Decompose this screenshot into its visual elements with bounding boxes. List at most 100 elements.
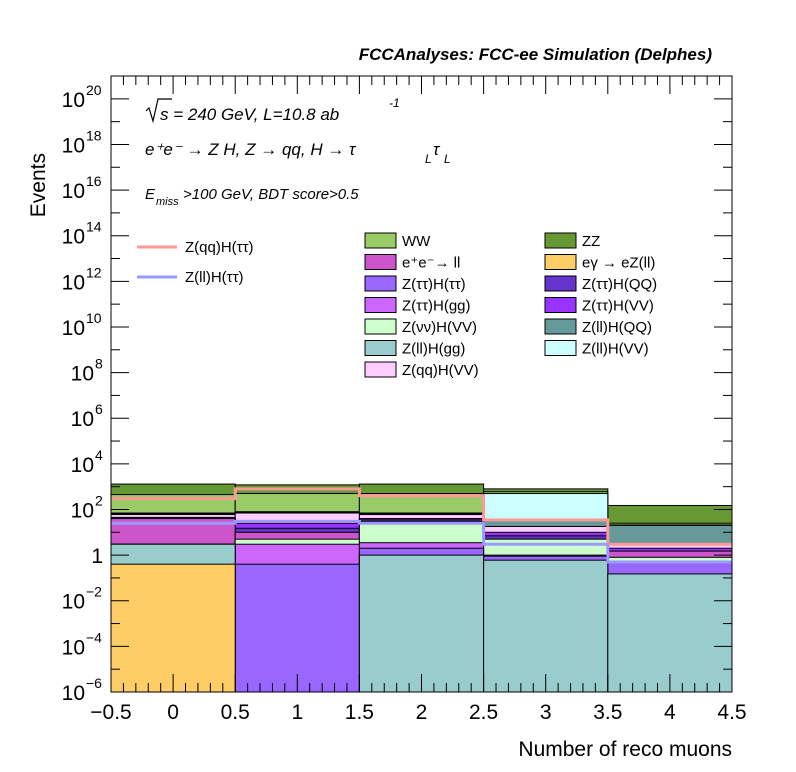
legend-label: Z(ττ)H(gg) <box>402 298 471 315</box>
legend-label: Z(ττ)H(ττ) <box>402 276 466 293</box>
legend-fill-swatch <box>544 232 577 249</box>
y-tick-label: 10 20 <box>62 82 102 112</box>
legend-fill-swatch <box>544 254 577 270</box>
y-tick-base: 10 <box>62 89 85 112</box>
y-tick-base: 10 <box>71 499 94 522</box>
x-tick-label: 1 <box>291 701 303 724</box>
y-tick-label: 1 <box>91 545 103 568</box>
y-tick-label: 10 16 <box>62 173 102 203</box>
x-tick-label: 1.5 <box>345 701 374 724</box>
x-tick-label: 0 <box>167 701 179 724</box>
y-tick-exponent: 2 <box>95 492 103 508</box>
bar-e-ez-ll-bin-0 <box>110 563 236 693</box>
x-tick-label: 3.5 <box>593 701 622 724</box>
y-tick-exponent: 10 <box>86 310 102 326</box>
y-tick-label: 10 −6 <box>62 675 103 705</box>
legend-label: Z(qq)H(VV) <box>402 362 479 379</box>
x-tick-label: 2 <box>416 701 428 724</box>
legend-label: Z(ττ)H(QQ) <box>582 276 657 293</box>
y-tick-exponent: 16 <box>86 173 102 189</box>
y-tick-base: 10 <box>62 682 85 705</box>
bar-z-ll-h-gg-bin-2 <box>358 554 485 693</box>
y-tick-label: 10 8 <box>71 356 103 386</box>
y-tick-base: 10 <box>62 271 85 294</box>
legend-fill-swatch <box>544 318 577 335</box>
x-tick-label: −0.5 <box>90 701 131 724</box>
x-tick-label: 0.5 <box>221 701 250 724</box>
legend-entry-e-ez-ll: eγ → eZ(ll) <box>544 254 655 272</box>
legend-label: eγ → eZ(ll) <box>582 255 655 272</box>
x-tick-label: 3 <box>540 701 552 724</box>
x-tick-label: 4 <box>664 701 676 724</box>
cut-emiss-symbol: E <box>145 186 156 203</box>
y-tick-base: 10 <box>71 408 94 431</box>
y-tick-base: 10 <box>62 180 85 203</box>
annotation-block: s = 240 GeV, L=10.8 ab -1 e⁺e⁻ → Z H, Z … <box>145 96 451 208</box>
process-text: e⁺e⁻ → Z H, Z → qq, H → τ <box>145 140 357 159</box>
y-tick-exponent: 12 <box>86 264 102 280</box>
process-line: e⁺e⁻ → Z H, Z → qq, H → τ L τ L <box>145 140 451 166</box>
line-z-ll-h <box>111 519 732 564</box>
legend-fill-swatch <box>364 232 397 249</box>
chart-title: FCCAnalyses: FCC-ee Simulation (Delphes) <box>359 45 713 64</box>
cut-emiss-subscript: miss <box>156 196 179 208</box>
y-tick-base: 1 <box>91 545 103 568</box>
y-tick-exponent: −4 <box>86 629 102 645</box>
process-tau2-subscript: L <box>444 152 451 166</box>
legend-fill-swatch <box>364 340 397 356</box>
legend-label: e⁺e⁻→ ll <box>402 255 460 272</box>
y-tick-exponent: 18 <box>86 127 102 143</box>
y-axis-label: Events <box>27 153 50 217</box>
bar-z-ll-h-gg-bin-4 <box>607 573 733 693</box>
legend-entry-z-qq-h: Z(qq)H(ττ) <box>137 239 254 256</box>
legend-label: Z(ττ)H(VV) <box>582 298 654 315</box>
legend-entry-z-ll-h-gg: Z(ll)H(gg) <box>364 340 465 358</box>
sqrt-icon <box>145 98 172 124</box>
legend-fill-swatch <box>544 297 577 313</box>
legend-fill-swatch <box>364 361 397 378</box>
y-tick-base: 10 <box>62 636 85 659</box>
cut-line: E miss >100 GeV, BDT score>0.5 <box>145 186 359 208</box>
bar-z-h-bin-1 <box>234 563 360 693</box>
bar-z-ll-h-gg-bin-3 <box>483 559 609 693</box>
y-tick-base: 10 <box>62 226 85 249</box>
legend-entry-z-h-gg: Z(ττ)H(gg) <box>364 297 471 315</box>
legend: Z(qq)H(ττ) Z(ll)H(ττ) WW ZZ e⁺e⁻→ ll eγ → eZ(… <box>137 232 657 379</box>
legend-entry-z-h: Z(ττ)H(ττ) <box>364 275 466 293</box>
cut-text: >100 GeV, BDT score>0.5 <box>183 186 359 203</box>
x-tick-label: 4.5 <box>717 701 746 724</box>
y-tick-exponent: 14 <box>86 219 102 235</box>
legend-entry-z-h-vv: Z(ττ)H(VV) <box>544 297 654 315</box>
line-z-qq-h <box>111 487 732 546</box>
y-tick-base: 10 <box>62 591 85 614</box>
legend-entry-e-e-ll: e⁺e⁻→ ll <box>364 254 460 272</box>
legend-label: Z(νν)H(VV) <box>402 319 477 336</box>
y-tick-exponent: 4 <box>95 447 103 463</box>
legend-entry-z-ll-h-qq: Z(ll)H(QQ) <box>544 318 652 336</box>
y-tick-label: 10 12 <box>62 264 102 294</box>
y-tick-label: 10 −2 <box>62 584 103 614</box>
y-tick-base: 10 <box>62 134 85 157</box>
y-tick-exponent: 8 <box>95 356 103 372</box>
legend-fill-swatch <box>364 297 397 313</box>
legend-fill-swatch <box>544 275 577 292</box>
y-tick-exponent: −2 <box>86 584 102 600</box>
legend-fill-swatch <box>364 254 397 270</box>
legend-fill-swatch <box>364 318 397 335</box>
y-tick-label: 10 6 <box>71 401 103 431</box>
legend-label: Z(ll)H(VV) <box>582 341 649 358</box>
process-tau2: τ <box>433 140 441 159</box>
y-tick-label: 10 10 <box>62 310 102 340</box>
legend-label: Z(ll)H(ττ) <box>185 269 244 286</box>
legend-fill-swatch <box>544 340 577 356</box>
x-tick-label: 2.5 <box>469 701 498 724</box>
legend-label: ZZ <box>582 233 600 250</box>
line-layer <box>111 487 732 564</box>
legend-entry-z-h-qq: Z(ττ)H(QQ) <box>544 275 657 293</box>
y-tick-label: 10 4 <box>71 447 103 477</box>
y-tick-label: 10 18 <box>62 127 102 157</box>
legend-label: Z(ll)H(QQ) <box>582 319 652 336</box>
y-tick-exponent: −6 <box>86 675 102 691</box>
